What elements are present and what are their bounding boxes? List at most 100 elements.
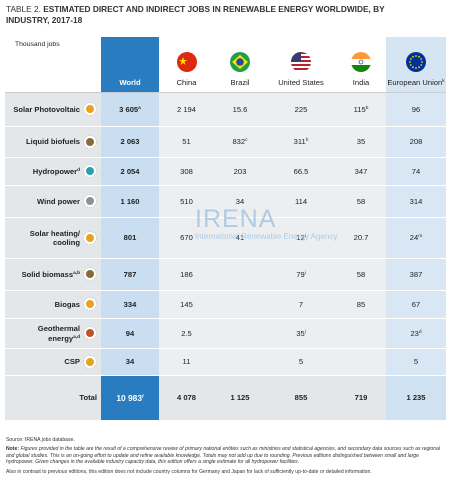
- data-cell: 114: [266, 185, 336, 218]
- cell-value: 34: [125, 357, 135, 366]
- column-name: India: [352, 77, 370, 87]
- industry-icon: [83, 297, 97, 311]
- cell-value: 787: [123, 269, 137, 279]
- data-cell: 311h: [266, 126, 336, 158]
- data-cell: 67: [386, 290, 446, 319]
- data-cell: 34: [214, 185, 266, 218]
- flag-us: [291, 51, 311, 72]
- jobs-table: Thousand jobs World China Brazil United …: [5, 37, 446, 421]
- data-cell: 145: [159, 290, 214, 319]
- footnotes: Source: IRENA jobs database. Note: Figur…: [6, 437, 446, 478]
- industry-icon: [83, 326, 97, 340]
- total-row: Total 10 983f 4 078 1 125 855 719 1 235: [5, 375, 446, 421]
- footnote-mark: i: [304, 234, 306, 239]
- column-header: European Unionk: [386, 37, 446, 93]
- cell-value: 670: [180, 233, 193, 242]
- flag-brazil: [230, 51, 250, 72]
- data-cell: 10 983f: [101, 375, 159, 421]
- footnote-mark: h: [305, 138, 309, 143]
- flag-eu: [406, 51, 426, 72]
- table-title: TABLE 2. ESTIMATED DIRECT AND INDIRECT J…: [6, 4, 406, 26]
- table-row: Solid biomassa,b 787 186 79i 58 387: [5, 258, 446, 291]
- cell-value: 203: [233, 166, 247, 176]
- label-text: Solid biomassa,b: [22, 269, 80, 279]
- cell-value: 4 078: [176, 393, 196, 402]
- column-name: China: [176, 77, 197, 87]
- cell-value: 51: [182, 137, 191, 146]
- flag-india: [351, 51, 371, 72]
- data-cell: 94: [101, 318, 159, 349]
- data-cell: 12i: [266, 217, 336, 259]
- footnote-mark: i: [304, 329, 306, 335]
- row-label: Total: [5, 375, 101, 421]
- industry-icon: [83, 102, 97, 116]
- data-cell: 4 078: [159, 375, 214, 421]
- footnote-mark: d: [77, 168, 80, 173]
- data-cell: 7: [266, 290, 336, 319]
- industry-icon: [83, 164, 97, 178]
- data-cell: 2 063: [101, 126, 159, 158]
- note-label: Note:: [6, 446, 20, 453]
- footnote-mark: c: [245, 138, 248, 143]
- label-wrap: Solar Photovoltaic: [13, 102, 97, 116]
- cell-value: 5: [298, 357, 304, 366]
- data-cell: [214, 290, 266, 319]
- label-text: Geothermal energya,d: [5, 324, 80, 343]
- cell-value: 855: [294, 393, 308, 402]
- row-label: CSP: [5, 348, 101, 376]
- cell-value: 7: [298, 299, 304, 309]
- label-name: Wind power: [37, 196, 80, 206]
- cell-value: 801: [123, 233, 137, 242]
- cell-value: 3 605: [119, 104, 139, 114]
- table-row: CSP 34 11 5 5: [5, 348, 446, 376]
- row-label: Geothermal energya,d: [5, 318, 101, 349]
- cell-value: 145: [180, 299, 193, 309]
- data-cell: 74: [386, 157, 446, 186]
- column-header: Brazil: [214, 37, 266, 93]
- data-cell: 35: [336, 126, 386, 158]
- data-cell: 387: [386, 258, 446, 291]
- data-cell: 832c: [214, 126, 266, 158]
- cell-value: 832: [232, 137, 246, 146]
- cell-value: 96: [411, 104, 421, 114]
- cell-value: 208: [409, 137, 423, 146]
- cell-value: 2 063: [120, 137, 140, 146]
- label-wrap: Hydropowerd: [33, 164, 97, 178]
- cell-value: 85: [356, 299, 366, 309]
- cell-value: 94: [125, 328, 135, 338]
- icon-dot: [86, 105, 94, 113]
- cell-value: 20.7: [353, 233, 369, 242]
- data-cell: 24m: [386, 217, 446, 259]
- data-cell: 51: [159, 126, 214, 158]
- data-cell: 11: [159, 348, 214, 376]
- row-label: Solar heating/ cooling: [5, 217, 101, 259]
- data-cell: 66.5: [266, 157, 336, 186]
- data-cell: 3 605a: [101, 92, 159, 127]
- icon-dot: [86, 270, 94, 278]
- footnote-mark: d: [418, 329, 422, 335]
- icon-dot: [86, 300, 94, 308]
- data-cell: 855: [266, 375, 336, 421]
- data-cell: 41: [214, 217, 266, 259]
- table-body: Solar Photovoltaic 3 605a 2 194 15.6 225 115b…: [5, 92, 446, 421]
- data-cell: 35i: [266, 318, 336, 349]
- icon-dot: [86, 357, 94, 366]
- cell-value: 10 983: [116, 392, 142, 403]
- label-text: Wind power: [37, 197, 80, 206]
- label-wrap: Solid biomassa,b: [22, 267, 97, 281]
- cell-value: 115: [353, 104, 366, 114]
- column-name: European Union: [387, 77, 443, 87]
- table-number: TABLE 2.: [6, 4, 41, 14]
- data-cell: 15.6: [214, 92, 266, 127]
- cell-value: 510: [180, 196, 193, 206]
- unit-label: Thousand jobs: [5, 37, 101, 93]
- data-cell: 334: [101, 290, 159, 319]
- data-cell: 308: [159, 157, 214, 186]
- cell-value: 1 235: [406, 393, 426, 402]
- cell-value: 334: [123, 299, 137, 309]
- label-name: Liquid biofuels: [26, 137, 80, 146]
- data-cell: 670: [159, 217, 214, 259]
- label-wrap: Wind power: [37, 194, 97, 208]
- data-cell: 96: [386, 92, 446, 127]
